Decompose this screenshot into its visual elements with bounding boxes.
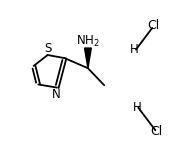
Polygon shape — [84, 48, 91, 68]
Text: Cl: Cl — [147, 19, 159, 32]
Text: H: H — [132, 101, 141, 114]
Text: H: H — [130, 43, 139, 56]
Text: Cl: Cl — [150, 125, 162, 138]
Text: S: S — [44, 42, 51, 55]
Text: NH$_2$: NH$_2$ — [76, 33, 100, 49]
Text: N: N — [52, 88, 61, 101]
